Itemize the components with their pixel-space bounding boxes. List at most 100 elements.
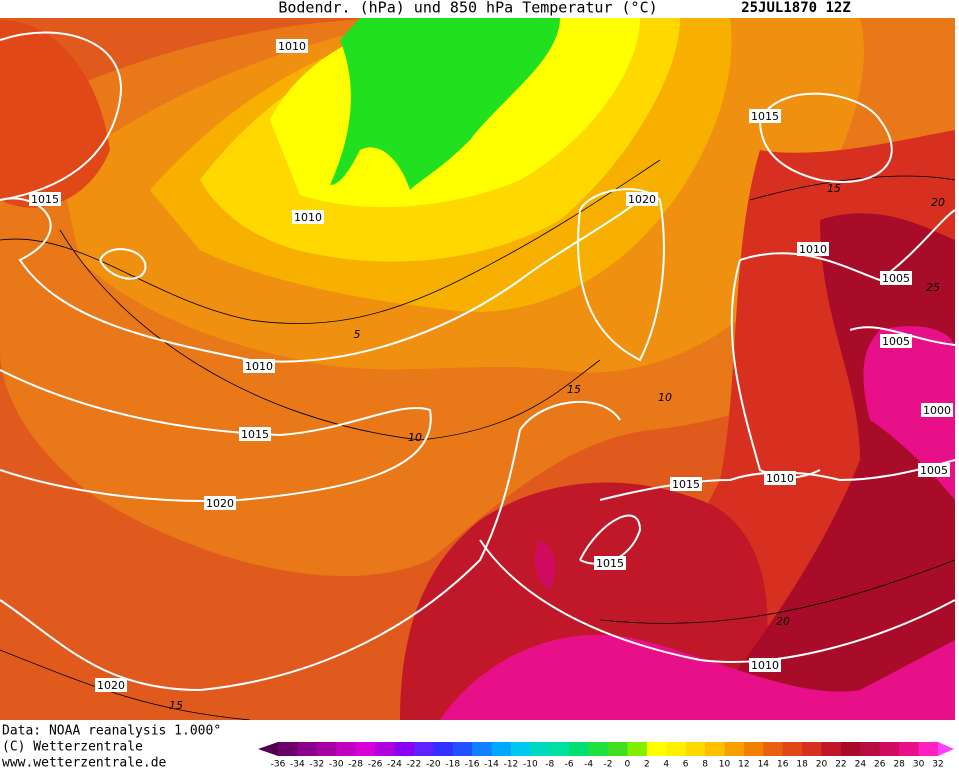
legend-tick-label: 6 xyxy=(683,760,689,770)
legend-arrow xyxy=(258,742,278,756)
url-note: www.wetterzentrale.de xyxy=(2,756,167,770)
legend-swatch xyxy=(530,742,551,756)
legend-tick-label: -8 xyxy=(545,760,554,770)
legend-tick-label: 14 xyxy=(758,760,770,770)
map-title: Bodendr. (hPa) und 850 hPa Temperatur (°… xyxy=(278,0,657,17)
legend-tick-label: -26 xyxy=(368,760,383,770)
isobar-label-box xyxy=(670,477,702,491)
legend-tick-label: -16 xyxy=(465,760,480,770)
isobar-label-box xyxy=(239,427,271,441)
isobar-label-box xyxy=(204,496,236,510)
legend-swatch xyxy=(394,742,415,756)
isobar-label-box xyxy=(880,271,912,285)
isobar-label: 1020 xyxy=(628,193,656,206)
legend-tick-label: -24 xyxy=(387,760,402,770)
legend-arrow xyxy=(938,742,954,756)
isobar-label-box xyxy=(921,403,953,417)
legend-swatch xyxy=(297,742,318,756)
legend-swatch xyxy=(413,742,434,756)
legend-swatch xyxy=(355,742,376,756)
isobar-label-box xyxy=(918,463,950,477)
legend-swatch xyxy=(802,742,823,756)
map-date: 25JUL1870 12Z xyxy=(741,0,851,16)
legend-swatch xyxy=(452,742,473,756)
legend-swatch xyxy=(821,742,842,756)
legend-tick-label: 16 xyxy=(777,760,789,770)
legend-swatch xyxy=(569,742,590,756)
legend-swatch xyxy=(549,742,570,756)
legend-swatch xyxy=(724,742,745,756)
temperature-label: 20 xyxy=(931,196,945,209)
isobar-label: 1010 xyxy=(766,472,794,485)
legend-swatch xyxy=(763,742,784,756)
isobar-label-box xyxy=(95,678,127,692)
legend-swatch xyxy=(433,742,454,756)
legend-swatch xyxy=(627,742,648,756)
legend-tick-label: 12 xyxy=(738,760,749,770)
legend-swatch xyxy=(705,742,725,756)
temperature-label: 15 xyxy=(169,699,183,712)
isobar-label: 1020 xyxy=(206,497,234,510)
map-field xyxy=(0,18,955,720)
legend-swatch xyxy=(666,742,687,756)
legend-tick-label: 2 xyxy=(644,760,650,770)
legend-tick-label: -28 xyxy=(348,760,363,770)
isobar-label: 1015 xyxy=(751,110,779,123)
legend-tick-label: 4 xyxy=(663,760,669,770)
isobar-label: 1010 xyxy=(294,211,322,224)
legend-swatch xyxy=(472,742,493,756)
isobar-label: 1005 xyxy=(920,464,948,477)
legend-tick-label: -10 xyxy=(523,760,538,770)
isobar-label: 1015 xyxy=(596,557,624,570)
legend-tick-label: 28 xyxy=(893,760,905,770)
legend-tick-label: 20 xyxy=(816,760,828,770)
temperature-label: 20 xyxy=(776,615,790,628)
isobar-label-box xyxy=(749,658,781,672)
isobar-label: 1010 xyxy=(245,360,273,373)
legend-tick-label: -4 xyxy=(584,760,593,770)
source-note: Data: NOAA reanalysis 1.000° xyxy=(2,724,221,739)
legend-swatch xyxy=(510,742,531,756)
legend-swatch xyxy=(879,742,900,756)
legend-tick-label: -6 xyxy=(565,760,574,770)
isobar-label: 1020 xyxy=(97,679,125,692)
isobar-label: 1010 xyxy=(799,243,827,256)
isobar-label-box xyxy=(292,210,324,224)
isobar-label: 1010 xyxy=(751,659,779,672)
legend-tick-label: 32 xyxy=(932,760,943,770)
isobar-label-box xyxy=(880,334,912,348)
isobars xyxy=(0,31,955,692)
isobar-label-box xyxy=(594,556,626,570)
legend-tick-label: -36 xyxy=(271,760,286,770)
isobar-label: 1015 xyxy=(672,478,700,491)
isobar-label: 1000 xyxy=(923,404,951,417)
contours xyxy=(0,159,955,720)
legend-tick-label: 24 xyxy=(855,760,867,770)
isobar-label: 1005 xyxy=(882,335,910,348)
legend-swatch xyxy=(278,742,298,756)
temperature-label: 10 xyxy=(408,431,422,444)
legend-tick-label: -14 xyxy=(484,760,499,770)
legend-tick-label: -20 xyxy=(426,760,441,770)
temperature-label: 25 xyxy=(926,281,940,294)
legend-tick-label: -2 xyxy=(604,760,613,770)
isobar-label: 1005 xyxy=(882,272,910,285)
legend-tick-label: -32 xyxy=(309,760,324,770)
legend-swatch xyxy=(743,742,764,756)
legend-tick-label: -18 xyxy=(445,760,460,770)
legend-swatch xyxy=(840,742,861,756)
legend-tick-label: 22 xyxy=(835,760,846,770)
legend-tick-label: -22 xyxy=(407,760,422,770)
legend-tick-label: 10 xyxy=(719,760,731,770)
legend-swatch xyxy=(782,742,803,756)
legend-tick-label: -34 xyxy=(290,760,305,770)
legend-swatch xyxy=(918,742,939,756)
temperature-label: 15 xyxy=(827,182,841,195)
legend-swatch xyxy=(336,742,357,756)
legend-swatch xyxy=(860,742,881,756)
legend-tick-label: -30 xyxy=(329,760,344,770)
isobar-label-box xyxy=(29,192,61,206)
legend-swatch xyxy=(588,742,609,756)
